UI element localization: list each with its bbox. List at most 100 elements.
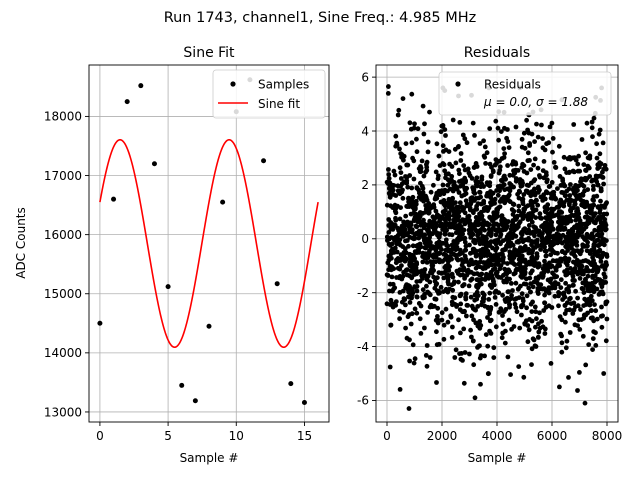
residual-point [469, 303, 475, 309]
residual-point [549, 222, 554, 228]
residual-point [409, 252, 415, 258]
residual-point [444, 212, 450, 218]
residual-point [403, 238, 408, 244]
residual-point [468, 196, 474, 201]
residual-point [583, 312, 589, 318]
residual-point [504, 234, 510, 240]
residual-point [468, 327, 473, 333]
residual-point [445, 188, 450, 194]
residual-point [446, 204, 452, 210]
residual-point [467, 223, 473, 229]
residual-point [514, 226, 520, 231]
residual-point [521, 265, 527, 270]
residual-point [459, 257, 464, 262]
residual-point [409, 185, 415, 191]
residual-point [532, 199, 537, 205]
residual-point [532, 304, 538, 310]
residual-point [529, 189, 535, 195]
residual-point [446, 272, 451, 278]
residual-point [419, 192, 425, 198]
residual-point [401, 223, 407, 229]
residual-point [457, 293, 463, 299]
residual-point [547, 228, 553, 234]
residual-point [584, 248, 590, 254]
residual-point [411, 158, 417, 164]
residual-point [526, 130, 532, 136]
residual-point [422, 245, 428, 251]
residual-point [472, 395, 478, 401]
residual-point [419, 158, 425, 164]
sine-fit-ytick-label: 15000 [44, 287, 82, 301]
residual-point [451, 213, 456, 218]
residual-point [488, 307, 493, 312]
residual-point [579, 263, 584, 268]
residual-point [545, 217, 550, 222]
residual-point [482, 277, 488, 282]
residual-point [463, 198, 469, 204]
residual-point [391, 183, 397, 188]
residual-point [428, 205, 433, 210]
residual-point [591, 242, 597, 248]
residual-point [400, 195, 406, 201]
residual-point [513, 233, 519, 239]
residual-point [484, 271, 489, 277]
residual-point [461, 282, 467, 287]
residual-point [460, 132, 466, 138]
residual-point [425, 139, 431, 145]
residual-point [391, 168, 397, 174]
residual-point [481, 198, 487, 204]
residual-point [536, 261, 542, 266]
residual-point [456, 225, 461, 231]
residual-point [544, 236, 549, 242]
residual-point [397, 146, 402, 152]
residual-point [472, 225, 477, 231]
residual-point [473, 265, 479, 271]
residual-point [555, 263, 561, 268]
residual-point [488, 283, 493, 289]
residual-point [505, 354, 511, 360]
residual-point [410, 342, 416, 348]
legend-residuals-label: Residuals [484, 78, 541, 92]
residual-point [549, 180, 555, 185]
residual-point [432, 244, 437, 250]
residual-point [596, 131, 602, 137]
residual-point [550, 270, 555, 276]
residual-point [548, 252, 554, 258]
residual-point [571, 248, 577, 254]
residual-point [558, 277, 564, 283]
residual-point [559, 190, 565, 195]
residual-point [548, 276, 554, 282]
residual-point [482, 144, 488, 150]
residual-point [416, 242, 422, 248]
residual-point [508, 372, 513, 377]
residual-point [444, 242, 449, 248]
residual-point [492, 262, 498, 267]
residual-point [542, 205, 548, 210]
residual-point [542, 331, 548, 336]
residual-point [405, 184, 411, 190]
residual-point [555, 237, 561, 242]
residual-point [569, 227, 575, 232]
residual-point [543, 253, 549, 259]
residual-point [406, 294, 411, 300]
sample-point [274, 281, 280, 287]
residual-point [500, 292, 505, 298]
residual-point [400, 96, 406, 101]
residual-point [591, 115, 597, 121]
residual-point [398, 170, 404, 176]
residual-point [410, 243, 416, 249]
residual-point [527, 261, 533, 267]
residual-point [406, 195, 411, 201]
residual-point [438, 240, 443, 246]
residual-point [535, 202, 541, 208]
residual-point [457, 171, 462, 177]
residual-point [407, 120, 413, 126]
residual-point [483, 161, 488, 166]
residual-point [559, 340, 565, 346]
residual-point [459, 193, 465, 199]
residual-point [513, 124, 519, 130]
residual-point [514, 239, 520, 245]
residual-point [562, 166, 568, 172]
residual-point [593, 220, 598, 226]
residual-point [396, 189, 402, 195]
